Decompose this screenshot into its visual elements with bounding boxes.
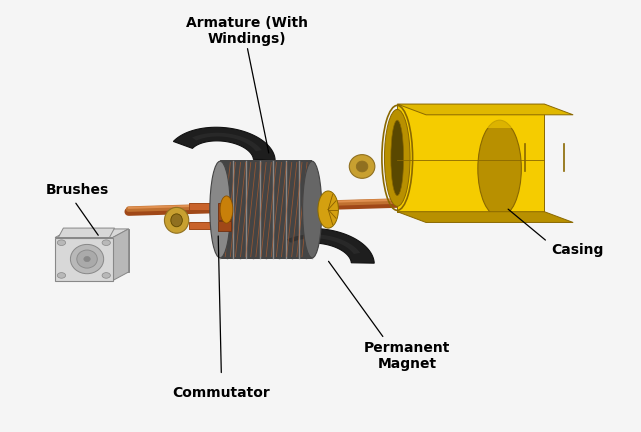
Text: Commutator: Commutator xyxy=(172,385,271,400)
Polygon shape xyxy=(220,160,312,259)
Polygon shape xyxy=(113,229,129,281)
Polygon shape xyxy=(189,203,228,210)
Polygon shape xyxy=(397,104,573,115)
Ellipse shape xyxy=(349,155,375,178)
Polygon shape xyxy=(397,104,544,212)
Ellipse shape xyxy=(391,120,404,196)
Polygon shape xyxy=(218,203,231,220)
Polygon shape xyxy=(287,234,360,254)
Polygon shape xyxy=(55,229,129,238)
Polygon shape xyxy=(173,127,275,160)
Ellipse shape xyxy=(84,257,90,262)
Polygon shape xyxy=(55,238,113,281)
Ellipse shape xyxy=(220,196,233,223)
Ellipse shape xyxy=(57,240,65,245)
Polygon shape xyxy=(267,229,374,263)
Ellipse shape xyxy=(478,120,521,217)
Ellipse shape xyxy=(102,273,110,278)
Polygon shape xyxy=(189,222,228,229)
Text: Brushes: Brushes xyxy=(46,183,109,197)
Ellipse shape xyxy=(210,161,230,258)
Ellipse shape xyxy=(318,191,338,228)
Polygon shape xyxy=(397,112,544,128)
Ellipse shape xyxy=(77,250,97,268)
Text: Armature (With
Windings): Armature (With Windings) xyxy=(186,16,308,46)
Polygon shape xyxy=(192,133,262,151)
Text: Permanent
Magnet: Permanent Magnet xyxy=(363,341,450,371)
Ellipse shape xyxy=(57,273,65,278)
Polygon shape xyxy=(71,229,129,272)
Ellipse shape xyxy=(303,161,322,258)
Polygon shape xyxy=(218,221,231,231)
Polygon shape xyxy=(397,212,573,222)
Polygon shape xyxy=(58,228,115,238)
Ellipse shape xyxy=(216,164,233,255)
Ellipse shape xyxy=(165,207,188,233)
Ellipse shape xyxy=(102,240,110,245)
Ellipse shape xyxy=(171,214,182,227)
Ellipse shape xyxy=(356,161,368,172)
Ellipse shape xyxy=(385,109,410,206)
Ellipse shape xyxy=(71,245,104,274)
Text: Casing: Casing xyxy=(551,244,603,257)
